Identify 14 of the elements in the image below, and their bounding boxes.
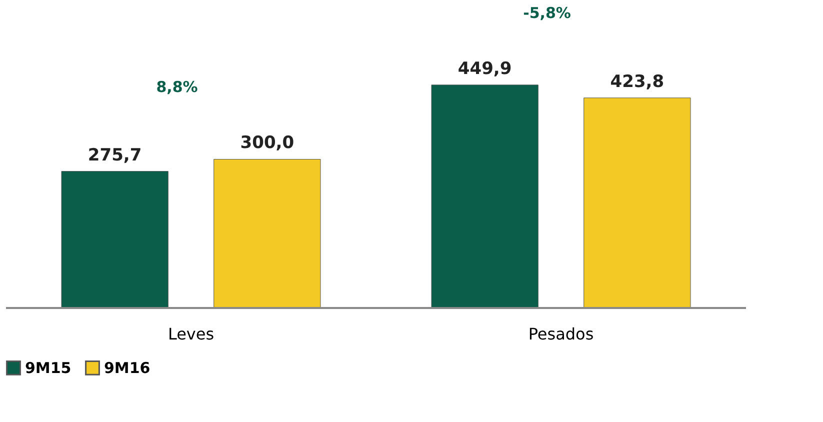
data-label: 423,8 <box>610 72 664 92</box>
legend-label: 9M16 <box>104 358 150 377</box>
data-label: 300,0 <box>240 133 294 154</box>
x-tick-label: Leves <box>168 324 214 344</box>
bar <box>431 84 538 308</box>
legend-label: 9M15 <box>25 358 72 377</box>
annotation: 8,8% <box>156 78 198 96</box>
bar <box>584 98 691 308</box>
text: -5,8% <box>523 4 571 22</box>
bar <box>214 159 321 308</box>
bar <box>61 171 168 308</box>
data-label: 275,7 <box>88 145 142 166</box>
x-tick-label: Pesados <box>528 324 594 344</box>
data-label: 449,9 <box>458 58 512 79</box>
